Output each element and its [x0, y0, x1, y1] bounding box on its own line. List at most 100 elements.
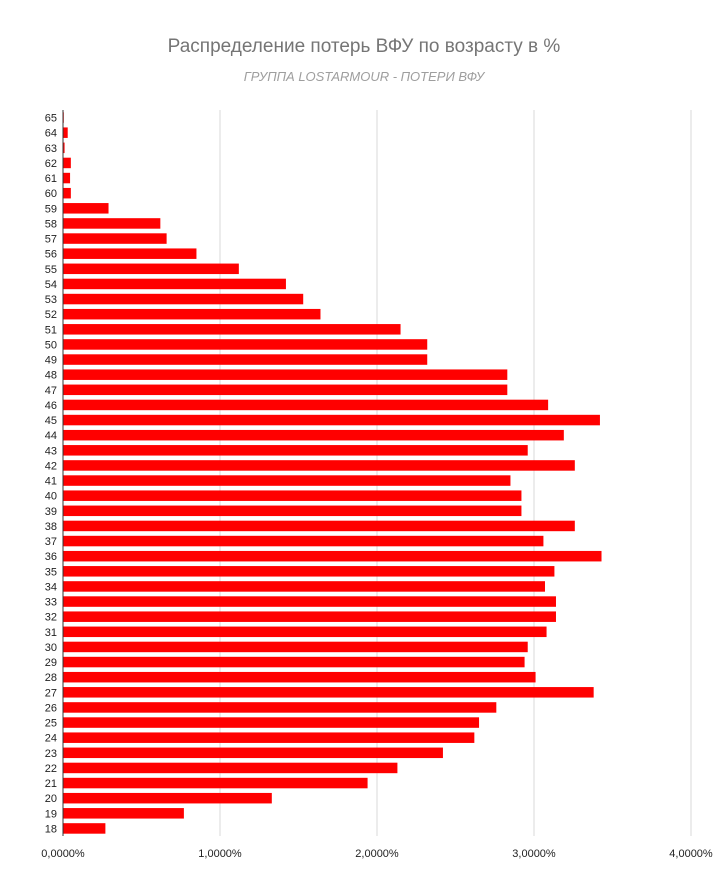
y-tick-label: 25	[45, 718, 57, 730]
bar-age-34	[63, 581, 545, 592]
bar-age-57	[63, 233, 167, 244]
y-tick-label: 24	[45, 733, 57, 745]
y-tick-label: 57	[45, 234, 57, 246]
y-tick-label: 20	[45, 793, 57, 805]
y-tick-label: 64	[45, 128, 57, 140]
y-tick-label: 21	[45, 778, 57, 790]
bar-age-48	[63, 369, 508, 380]
y-tick-label: 35	[45, 566, 57, 578]
y-axis-labels: 65 64 63 62 61 60 59 58 57 56 55 54 53 52 51 50 49 48 47 46…	[45, 113, 57, 836]
bar-age-26	[63, 702, 497, 713]
y-tick-label: 54	[45, 279, 57, 291]
y-tick-label: 62	[45, 158, 57, 170]
bar-age-36	[63, 550, 602, 562]
bar-age-61	[63, 172, 71, 184]
y-tick-label: 27	[45, 687, 57, 699]
chart-title: Распределение потерь ВФУ по возрасту в %	[167, 36, 561, 57]
bar-age-52	[63, 308, 321, 320]
y-tick-label: 43	[45, 445, 57, 457]
y-tick-label: 28	[45, 672, 57, 684]
y-tick-label: 36	[45, 551, 57, 563]
bar-age-40	[63, 490, 522, 501]
y-tick-label: 53	[45, 294, 57, 306]
bar-age-49	[63, 354, 428, 365]
bar-age-31	[63, 626, 547, 638]
y-tick-label: 65	[45, 113, 57, 125]
bar-age-20	[63, 792, 272, 804]
y-tick-label: 63	[45, 143, 57, 155]
bar-age-64	[63, 127, 68, 138]
bar-age-24	[63, 732, 475, 743]
x-tick-label: 4,0000%	[669, 848, 713, 860]
y-tick-label: 18	[45, 823, 57, 835]
y-tick-label: 42	[45, 460, 57, 472]
x-axis-labels: 0,0000% 1,0000% 2,0000% 3,0000% 4,0000%	[41, 848, 713, 860]
bar-age-53	[63, 293, 304, 305]
bar-age-19	[63, 808, 184, 819]
y-tick-label: 44	[45, 430, 57, 442]
y-tick-label: 22	[45, 763, 57, 775]
y-tick-label: 50	[45, 339, 57, 351]
x-tick-label: 1,0000%	[198, 848, 242, 860]
bar-age-54	[63, 278, 286, 290]
bar-age-62	[63, 157, 71, 169]
bar-age-42	[63, 460, 575, 471]
y-tick-label: 31	[45, 627, 57, 639]
y-tick-label: 60	[45, 188, 57, 200]
y-tick-label: 47	[45, 385, 57, 397]
y-tick-label: 37	[45, 536, 57, 548]
y-tick-label: 46	[45, 400, 57, 412]
y-tick-label: 61	[45, 173, 57, 185]
bar-age-28	[63, 671, 536, 683]
y-tick-label: 19	[45, 808, 57, 820]
y-tick-label: 32	[45, 612, 57, 624]
y-tick-label: 38	[45, 521, 57, 533]
y-tick-label: 40	[45, 491, 57, 503]
y-tick-label: 52	[45, 309, 57, 321]
bar-age-44	[63, 429, 564, 441]
bar-age-50	[63, 339, 428, 350]
y-tick-label: 33	[45, 597, 57, 609]
x-tick-label: 3,0000%	[512, 848, 556, 860]
y-tick-label: 58	[45, 218, 57, 230]
bar-age-51	[63, 324, 401, 335]
bar-age-47	[63, 384, 508, 396]
bar-age-41	[63, 475, 511, 486]
gridlines	[219, 110, 692, 836]
bar-age-27	[63, 687, 594, 698]
bar-age-30	[63, 641, 528, 653]
y-tick-label: 26	[45, 702, 57, 714]
y-tick-label: 29	[45, 657, 57, 669]
bar-age-46	[63, 399, 549, 411]
bar-age-33	[63, 596, 556, 607]
y-tick-label: 49	[45, 355, 57, 367]
bar-age-23	[63, 747, 443, 759]
bar-age-45	[63, 414, 600, 426]
bar-age-22	[63, 762, 398, 774]
bar-age-55	[63, 263, 239, 275]
bar-age-37	[63, 535, 544, 547]
bar-age-56	[63, 248, 197, 259]
bars	[63, 112, 602, 834]
bar-age-43	[63, 445, 528, 456]
y-tick-label: 59	[45, 203, 57, 215]
bar-age-58	[63, 218, 161, 229]
bar-age-18	[63, 823, 106, 834]
y-tick-label: 56	[45, 249, 57, 261]
y-tick-label: 34	[45, 581, 57, 593]
bar-age-60	[63, 187, 71, 199]
bar-age-39	[63, 505, 522, 517]
y-tick-label: 45	[45, 415, 57, 427]
bar-age-35	[63, 566, 555, 577]
y-tick-label: 41	[45, 476, 57, 488]
y-tick-label: 30	[45, 642, 57, 654]
y-tick-label: 48	[45, 370, 57, 382]
bar-age-59	[63, 203, 109, 214]
bar-age-21	[63, 777, 368, 789]
x-tick-label: 0,0000%	[41, 848, 85, 860]
bar-age-63	[63, 142, 65, 154]
x-tick-label: 2,0000%	[355, 848, 399, 860]
y-tick-label: 39	[45, 506, 57, 518]
chart-subtitle: ГРУППА LOSTARMOUR - ПОТЕРИ ВФУ	[243, 69, 485, 84]
